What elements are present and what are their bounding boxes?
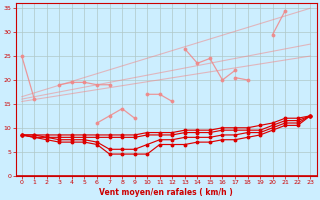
X-axis label: Vent moyen/en rafales ( km/h ): Vent moyen/en rafales ( km/h ) [99,188,233,197]
